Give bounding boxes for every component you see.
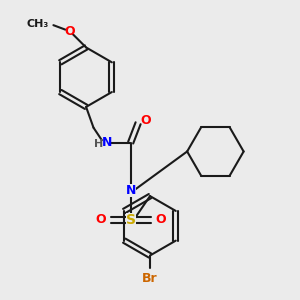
Text: N: N <box>102 136 112 149</box>
Text: O: O <box>95 213 106 226</box>
Text: S: S <box>126 213 136 227</box>
Text: O: O <box>155 213 166 226</box>
Text: Br: Br <box>142 272 158 285</box>
Text: N: N <box>125 184 136 196</box>
Text: O: O <box>64 25 75 38</box>
Text: H: H <box>94 139 104 149</box>
Text: O: O <box>140 114 151 127</box>
Text: CH₃: CH₃ <box>27 19 49 29</box>
